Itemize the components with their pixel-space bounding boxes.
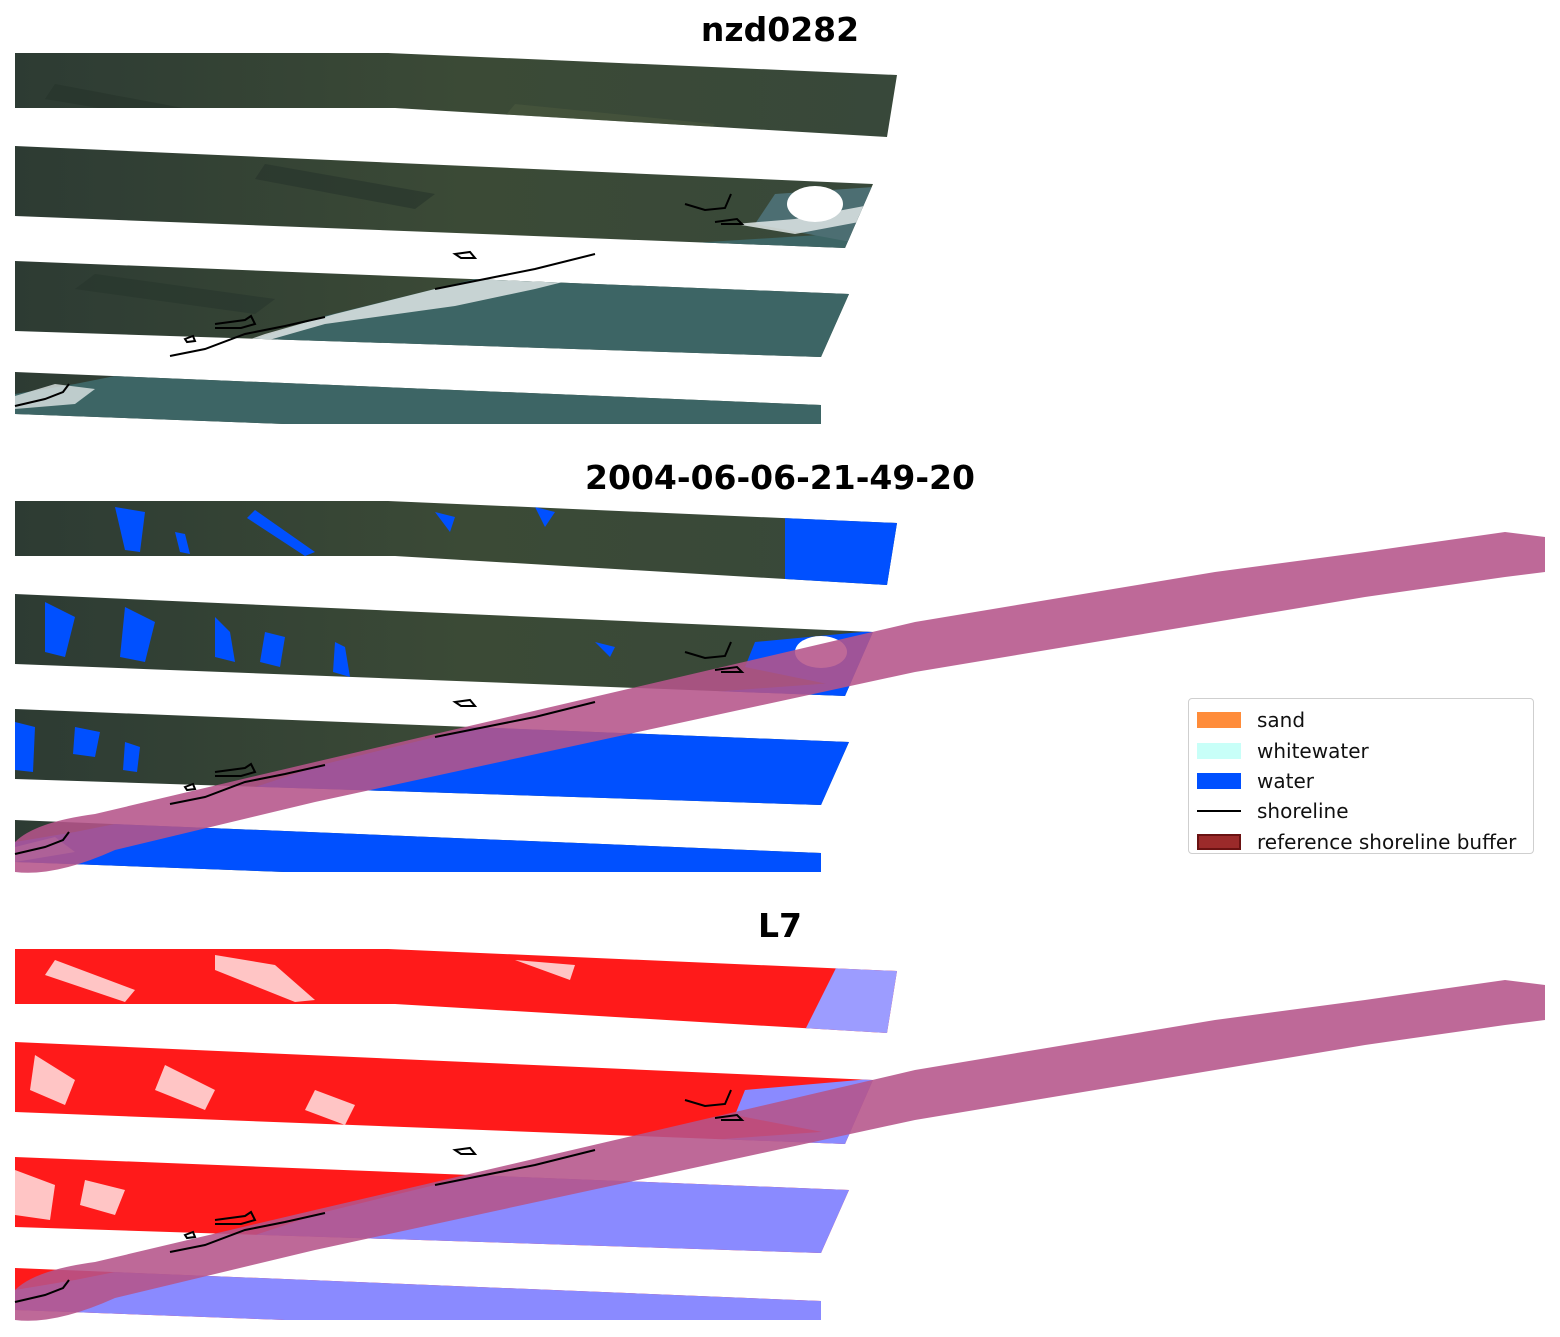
legend-label: water (1257, 768, 1314, 793)
panel-title-satellite: L7 (758, 906, 802, 945)
panel-title-date: 2004-06-06-21-49-20 (585, 458, 975, 497)
legend-item-shoreline: shoreline (1197, 796, 1525, 826)
panel-title-site: nzd0282 (700, 10, 860, 49)
legend-label: shoreline (1257, 799, 1349, 824)
index-image-panel (14, 949, 1545, 1321)
satellite-rgb-strips (15, 53, 897, 424)
sand-swatch (1197, 712, 1241, 729)
legend-item-water: water (1197, 766, 1525, 796)
legend-label: reference shoreline buffer (1257, 829, 1517, 854)
detected-shoreline (14, 193, 745, 407)
rgb-image-panel (14, 53, 897, 424)
legend-item-whitewater: whitewater (1197, 735, 1525, 765)
reference-shoreline-buffer (15, 532, 1545, 873)
legend: sand whitewater water shoreline referenc… (1188, 698, 1534, 854)
classified-image-panel (14, 501, 1545, 873)
water-swatch (1197, 772, 1241, 789)
detected-shoreline-classified (14, 641, 745, 855)
legend-item-sand: sand (1197, 705, 1525, 735)
reference-shoreline-buffer-index (15, 980, 1545, 1321)
whitewater-swatch (1197, 742, 1241, 759)
legend-item-buffer: reference shoreline buffer (1197, 827, 1525, 857)
shoreline-swatch (1197, 810, 1241, 813)
buffer-swatch (1197, 833, 1241, 850)
legend-label: sand (1257, 708, 1306, 733)
detected-shoreline-index (14, 1089, 745, 1303)
legend-label: whitewater (1257, 738, 1369, 763)
